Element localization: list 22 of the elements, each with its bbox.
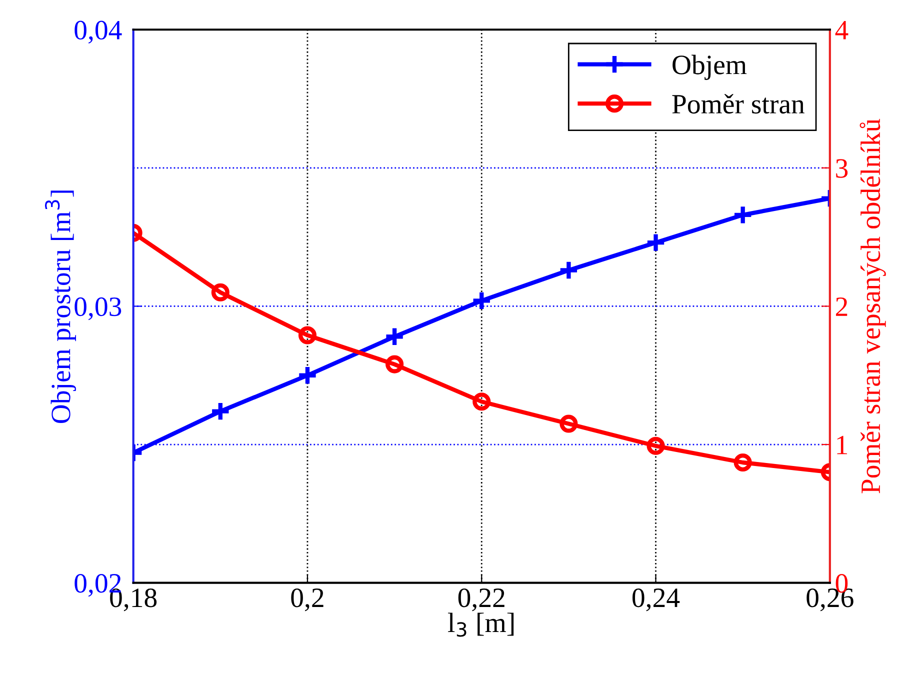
y2-tick-label: 4 xyxy=(835,20,848,40)
point xyxy=(386,355,404,374)
y2-axis-title: Poměr stran vepsaných obdélníků xyxy=(860,118,886,494)
x-axis-title: l$_{3}$ [m] xyxy=(448,612,514,637)
point xyxy=(646,436,665,455)
point xyxy=(560,414,578,433)
x-tick-label: 0,24 xyxy=(632,588,680,612)
y-tick-label: 0,04 xyxy=(74,20,122,44)
point xyxy=(472,392,491,411)
y-axis-title: Objem prostoru [m$^{3}$] xyxy=(44,190,76,423)
point xyxy=(298,326,317,344)
y2-tick-label: 2 xyxy=(836,297,848,316)
y-tick-label: 0,03 xyxy=(74,297,122,320)
y2-tick-label: 3 xyxy=(836,159,848,178)
point xyxy=(211,283,230,302)
legend-label: Poměr stran xyxy=(672,94,804,114)
legend-label: Objem xyxy=(672,54,747,80)
point xyxy=(734,453,752,472)
y2-tick-label: 1 xyxy=(837,436,847,454)
point xyxy=(558,260,580,281)
x-tick-label: 0,2 xyxy=(291,588,324,612)
x-tick-label: 0,22 xyxy=(458,588,504,612)
